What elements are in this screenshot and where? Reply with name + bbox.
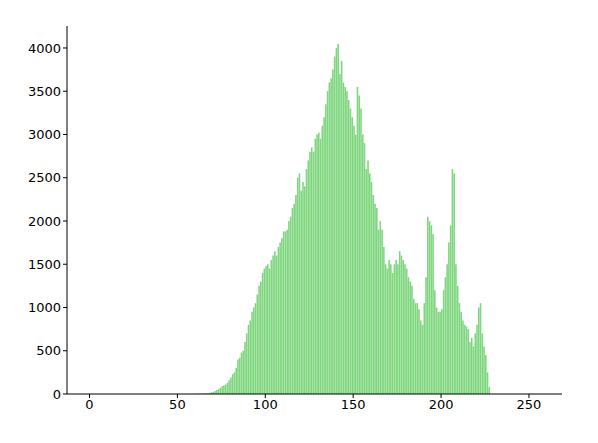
svg-text:2000: 2000 (28, 214, 61, 229)
svg-text:4000: 4000 (28, 41, 61, 56)
svg-text:150: 150 (341, 397, 366, 412)
svg-text:500: 500 (36, 343, 61, 358)
svg-text:1500: 1500 (28, 257, 61, 272)
svg-text:3500: 3500 (28, 84, 61, 99)
svg-text:0: 0 (85, 397, 93, 412)
svg-text:2500: 2500 (28, 170, 61, 185)
svg-text:0: 0 (53, 387, 61, 402)
svg-text:50: 50 (169, 397, 186, 412)
svg-text:3000: 3000 (28, 127, 61, 142)
svg-text:100: 100 (253, 397, 278, 412)
svg-text:200: 200 (429, 397, 454, 412)
svg-text:250: 250 (517, 397, 542, 412)
svg-text:1000: 1000 (28, 300, 61, 315)
